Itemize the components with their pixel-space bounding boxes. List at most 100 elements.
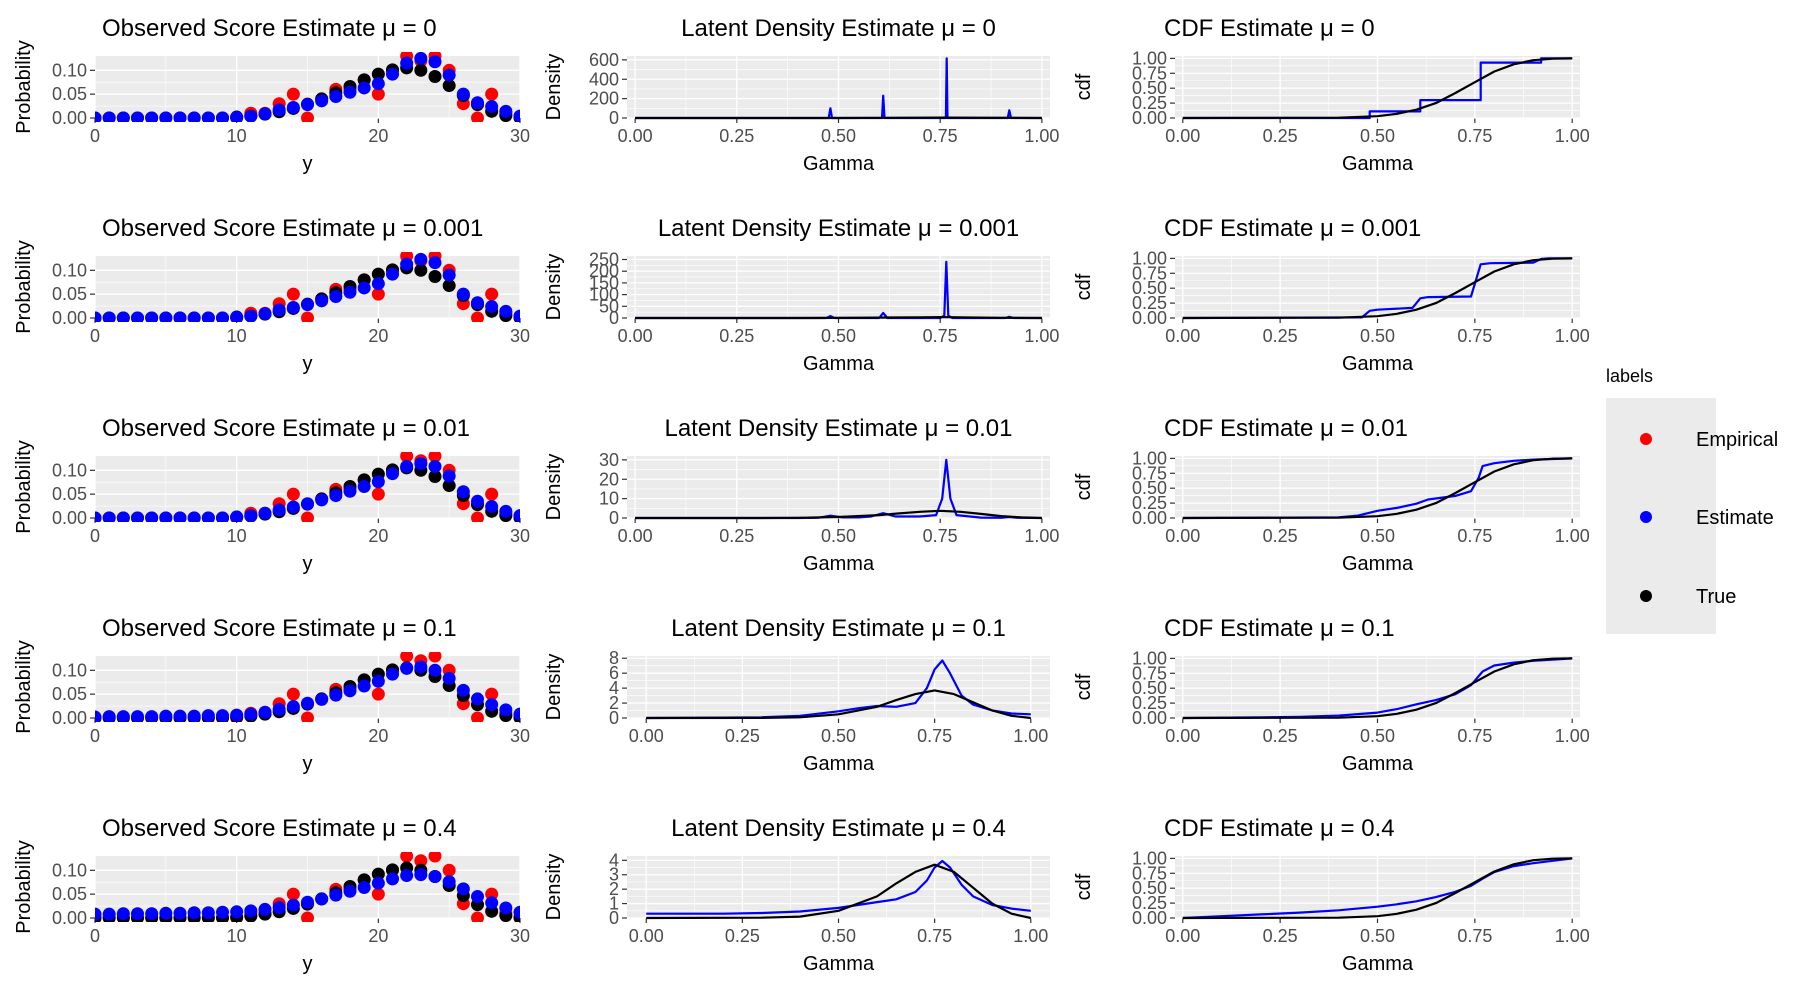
y-tick-label: 0.00 <box>1132 108 1167 128</box>
line-true <box>646 689 1031 720</box>
x-tick-label: 0.25 <box>1263 526 1298 546</box>
x-tick-label: 0.00 <box>618 526 653 546</box>
point-estimate <box>301 298 314 312</box>
point-estimate <box>159 906 173 920</box>
point-empirical <box>286 287 300 301</box>
panel-density-2: Latent Density Estimate μ = 0.01 0.00 0.25… <box>543 415 1059 575</box>
y-axis-label: cdf <box>1073 473 1095 500</box>
point-estimate <box>442 875 456 889</box>
point-estimate <box>513 509 520 522</box>
x-tick-label: 0.00 <box>618 326 653 346</box>
x-tick-label: 1.00 <box>1024 126 1059 146</box>
point-empirical <box>301 511 314 522</box>
line-true <box>1182 857 1573 920</box>
x-tick-label: 0.00 <box>1165 726 1200 746</box>
point-estimate <box>485 896 499 910</box>
y-tick-label: 0.50 <box>1132 78 1167 98</box>
point-empirical <box>286 87 300 101</box>
point-estimate <box>272 901 286 915</box>
data-layer <box>95 452 520 522</box>
x-tick-label: 30 <box>510 526 530 546</box>
y-tick-label: 0.00 <box>1132 308 1167 328</box>
x-tick-label: 0 <box>90 726 100 746</box>
x-axis-label: Gamma <box>803 353 875 375</box>
point-estimate <box>145 907 159 921</box>
point-empirical <box>442 863 456 877</box>
series-estimate <box>95 52 520 122</box>
x-tick-label: 0.75 <box>1457 526 1492 546</box>
point-estimate <box>428 459 442 473</box>
line-true <box>646 863 1032 920</box>
legend-dot-empirical <box>1640 433 1652 445</box>
line-true <box>1182 257 1573 320</box>
point-estimate <box>315 294 329 308</box>
point-estimate <box>301 696 314 710</box>
point-estimate <box>357 679 371 693</box>
y-axis-label: Density <box>543 454 565 521</box>
panel-cdf-3: CDF Estimate μ = 0.10.00 0.25 0.50 0.75 1.00… <box>1073 615 1590 775</box>
point-estimate <box>471 494 484 508</box>
point-estimate <box>131 907 144 921</box>
x-tick-label: 0.75 <box>1457 126 1492 146</box>
point-estimate <box>102 710 116 722</box>
panel-density-1: Latent Density Estimate μ = 0.001 0.00 0.2… <box>543 215 1059 375</box>
point-estimate <box>95 511 102 522</box>
point-true <box>428 470 442 484</box>
x-axis-label: Gamma <box>1342 153 1414 175</box>
point-estimate <box>201 311 215 322</box>
point-estimate <box>230 510 244 522</box>
point-empirical <box>471 111 484 122</box>
y-tick-label: 0.00 <box>52 708 87 728</box>
x-tick-label: 0.25 <box>725 726 760 746</box>
legend-item-empirical: Empirical <box>1638 416 1778 451</box>
y-tick-label: 0.00 <box>1132 908 1167 928</box>
point-estimate <box>357 880 371 894</box>
point-estimate <box>187 111 201 122</box>
point-empirical <box>414 854 428 868</box>
x-tick-label: 0.75 <box>1457 726 1492 746</box>
point-estimate <box>428 663 442 677</box>
point-estimate <box>386 872 399 886</box>
point-estimate <box>258 107 272 121</box>
legend-item-estimate: Estimate <box>1640 507 1774 529</box>
line-estimate <box>635 458 1042 520</box>
point-empirical <box>286 687 300 701</box>
y-tick-label: 0 <box>609 708 619 728</box>
x-tick-label: 0.50 <box>821 726 856 746</box>
line-estimate <box>646 859 1031 915</box>
y-tick-label: 8 <box>609 648 619 668</box>
x-tick-label: 0.25 <box>1263 926 1298 946</box>
y-tick-label: 1.00 <box>1132 848 1167 868</box>
point-estimate <box>371 277 385 291</box>
point-estimate <box>173 311 187 322</box>
x-tick-label: 10 <box>227 726 247 746</box>
point-estimate <box>145 511 159 522</box>
x-tick-label: 1.00 <box>1555 126 1590 146</box>
point-empirical <box>485 287 499 301</box>
x-tick-label: 0.00 <box>1165 326 1200 346</box>
x-tick-label: 0.50 <box>821 126 856 146</box>
y-tick-label: 200 <box>589 261 619 281</box>
point-empirical <box>371 687 385 701</box>
x-tick-label: 0.50 <box>821 926 856 946</box>
y-tick-label: 400 <box>589 69 619 89</box>
y-tick-label: 0.05 <box>52 884 87 904</box>
x-tick-label: 0.25 <box>1263 326 1298 346</box>
point-empirical <box>485 87 499 101</box>
point-estimate <box>386 667 399 681</box>
point-estimate <box>456 485 470 499</box>
legend-dot-true <box>1640 590 1652 602</box>
y-tick-label: 0.25 <box>1132 693 1167 713</box>
x-tick-label: 20 <box>368 726 388 746</box>
panel-observed-2: Observed Score Estimate μ = 0.01 0 10 20 30 0… <box>13 415 530 575</box>
y-tick-label: 150 <box>589 273 619 293</box>
point-estimate <box>230 311 244 322</box>
point-estimate <box>145 111 159 122</box>
y-tick-label: 0 <box>609 508 619 528</box>
x-tick-label: 0.25 <box>725 926 760 946</box>
point-estimate <box>244 109 258 122</box>
x-tick-label: 0.50 <box>1360 726 1395 746</box>
y-tick-label: 0.75 <box>1132 63 1167 83</box>
point-true <box>428 70 442 84</box>
y-tick-label: 0.00 <box>1132 708 1167 728</box>
